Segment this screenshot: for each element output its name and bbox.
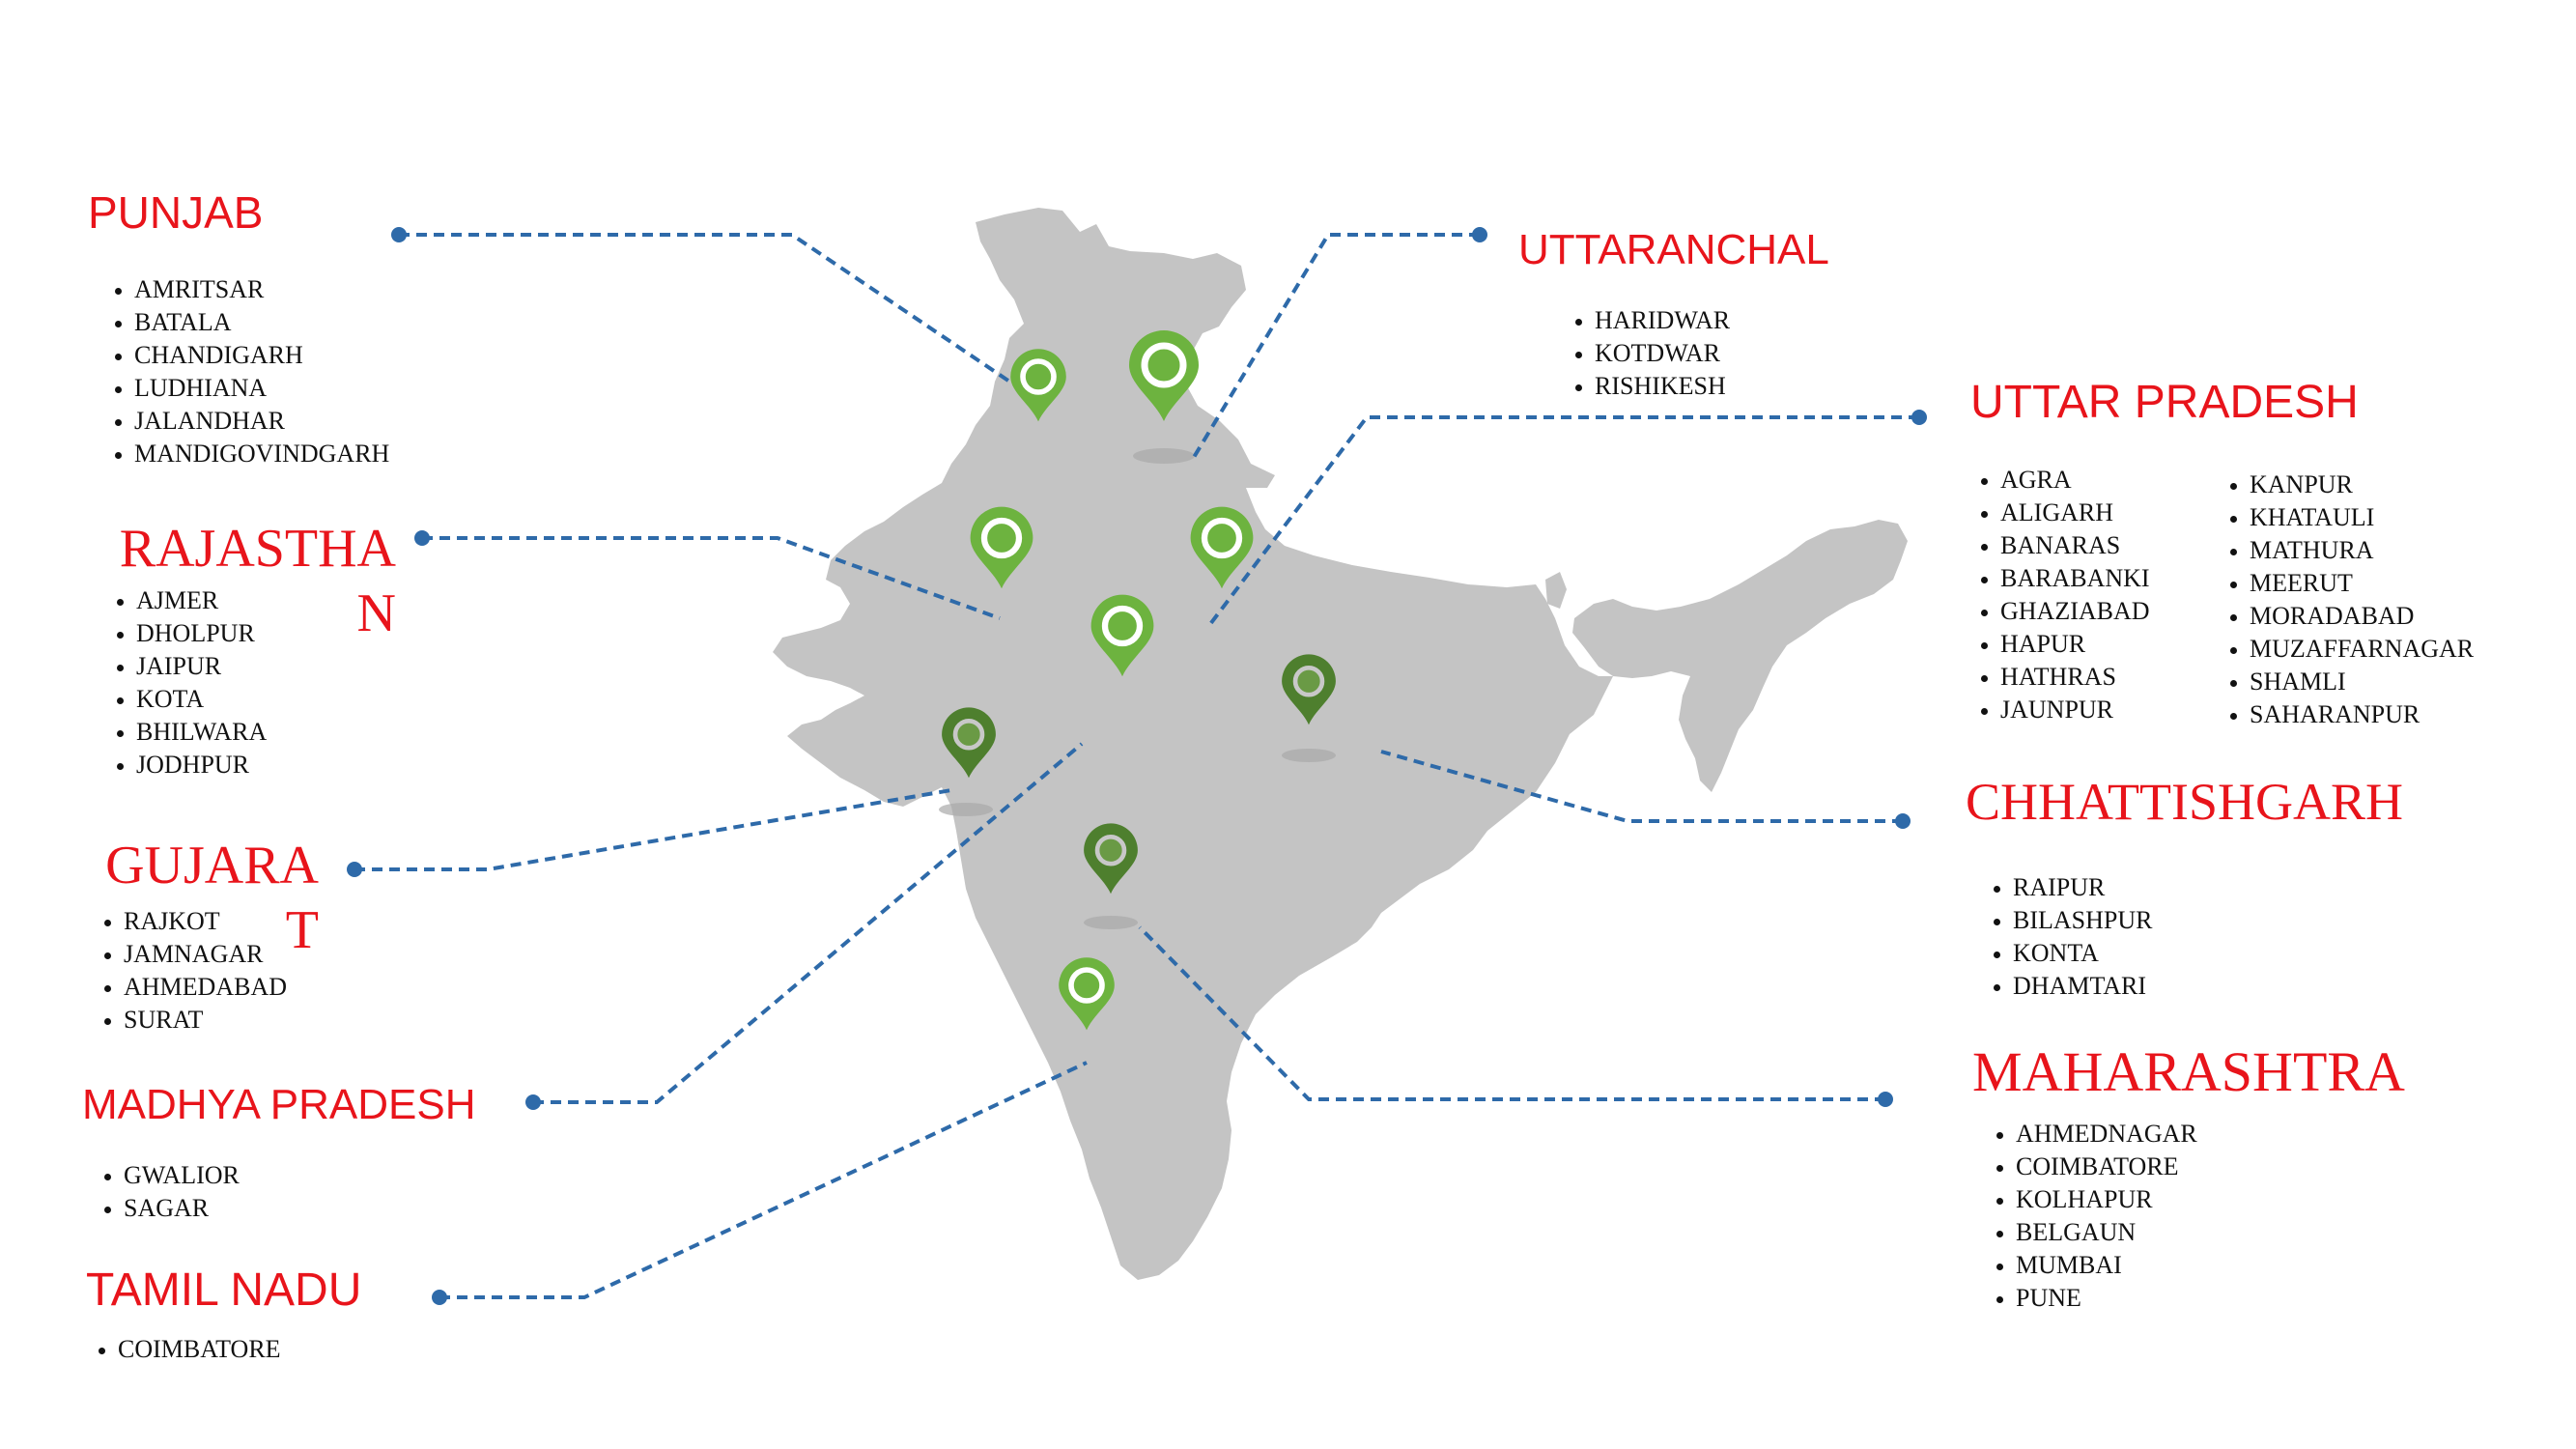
list-item: COIMBATORE	[2016, 1151, 2325, 1183]
city-list-uttar-pradesh-col2: KANPUR KHATAULI MATHURA MEERUT MORADABAD…	[2212, 469, 2530, 731]
list-item: BATALA	[134, 306, 453, 339]
state-title-chhattishgarh: CHHATTISHGARH	[1966, 773, 2404, 831]
list-item: DHAMTARI	[2013, 970, 2303, 1003]
list-item: BELGAUN	[2016, 1216, 2325, 1249]
city-list-punjab: AMRITSAR BATALA CHANDIGARH LUDHIANA JALA…	[97, 273, 453, 470]
list-item: JALANDHAR	[134, 405, 453, 438]
city-list-rajasthan: AJMER DHOLPUR JAIPUR KOTA BHILWARA JODHP…	[99, 584, 426, 781]
list-item: KOTA	[136, 683, 426, 716]
pin-shadows	[939, 448, 1336, 929]
city-list-uttaranchal: HARIDWAR KOTDWAR RISHIKESH	[1557, 304, 1884, 403]
list-item: MEERUT	[2250, 567, 2530, 600]
list-item: GHAZIABAD	[2000, 595, 2251, 628]
list-item: HAPUR	[2000, 628, 2251, 661]
list-item: SHAMLI	[2250, 666, 2530, 698]
list-item: BARABANKI	[2000, 562, 2251, 595]
list-item: RAIPUR	[2013, 871, 2303, 904]
list-item: AMRITSAR	[134, 273, 453, 306]
list-item: JODHPUR	[136, 749, 426, 781]
list-item: GWALIOR	[124, 1159, 413, 1192]
connector-madhya-pradesh	[533, 742, 1084, 1104]
list-item: ALIGARH	[2000, 497, 2251, 529]
list-item: KHATAULI	[2250, 501, 2530, 534]
list-item: MANDIGOVINDGARH	[134, 438, 453, 470]
list-item: HATHRAS	[2000, 661, 2251, 694]
city-list-madhya-pradesh: GWALIOR SAGAR	[86, 1159, 413, 1225]
connector-uttar-pradesh	[1205, 415, 1919, 630]
list-item: AHMEDABAD	[124, 971, 413, 1004]
city-list-tamil-nadu: COIMBATORE	[80, 1333, 330, 1366]
list-item: SAGAR	[124, 1192, 413, 1225]
city-list-chhattishgarh: RAIPUR BILASHPUR KONTA DHAMTARI	[1975, 871, 2303, 1003]
state-title-rajasthan: RAJASTHAN	[119, 519, 396, 644]
list-item: AJMER	[136, 584, 426, 617]
list-item: MORADABAD	[2250, 600, 2530, 633]
city-list-uttar-pradesh-col1: AGRA ALIGARH BANARAS BARABANKI GHAZIABAD…	[1963, 464, 2251, 726]
connector-chhattishgarh	[1380, 750, 1903, 823]
state-title-uttaranchal: UTTARANCHAL	[1518, 226, 1829, 273]
list-item: CHANDIGARH	[134, 339, 453, 372]
list-item: MUZAFFARNAGAR	[2250, 633, 2530, 666]
city-list-gujarat: RAJKOT JAMNAGAR AHMEDABAD SURAT	[86, 905, 413, 1037]
connector-punjab	[399, 233, 1040, 403]
list-item: RAJKOT	[124, 905, 413, 938]
list-item: DHOLPUR	[136, 617, 426, 650]
list-item: LUDHIANA	[134, 372, 453, 405]
connector-lines	[354, 233, 1919, 1299]
list-item: JAUNPUR	[2000, 694, 2251, 726]
list-item: HARIDWAR	[1595, 304, 1884, 337]
state-title-uttar-pradesh: UTTAR PRADESH	[1970, 377, 2359, 428]
connector-maharashtra	[1138, 925, 1885, 1101]
list-item: PUNE	[2016, 1282, 2325, 1315]
list-item: SAHARANPUR	[2250, 698, 2530, 731]
list-item: SURAT	[124, 1004, 413, 1037]
connector-gujarat	[354, 788, 952, 871]
connector-rajasthan	[422, 536, 1001, 620]
list-item: RISHIKESH	[1595, 370, 1884, 403]
list-item: JAIPUR	[136, 650, 426, 683]
list-item: KANPUR	[2250, 469, 2530, 501]
list-item: MATHURA	[2250, 534, 2530, 567]
list-item: KOLHAPUR	[2016, 1183, 2325, 1216]
list-item: AGRA	[2000, 464, 2251, 497]
state-title-punjab: PUNJAB	[88, 187, 264, 238]
state-title-gujarat: GUJARAT	[105, 836, 319, 961]
city-list-maharashtra: AHMEDNAGAR COIMBATORE KOLHAPUR BELGAUN M…	[1978, 1118, 2325, 1315]
list-item: KONTA	[2013, 937, 2303, 970]
state-title-maharashtra: MAHARASHTRA	[1972, 1040, 2405, 1103]
connector-dots	[347, 227, 1927, 1305]
list-item: MUMBAI	[2016, 1249, 2325, 1282]
list-item: COIMBATORE	[118, 1333, 330, 1366]
list-item: BHILWARA	[136, 716, 426, 749]
india-map	[773, 208, 1908, 1280]
list-item: KOTDWAR	[1595, 337, 1884, 370]
state-title-tamil-nadu: TAMIL NADU	[86, 1264, 362, 1316]
state-title-madhya-pradesh: MADHYA PRADESH	[82, 1081, 476, 1128]
list-item: BILASHPUR	[2013, 904, 2303, 937]
list-item: AHMEDNAGAR	[2016, 1118, 2325, 1151]
connector-tamil-nadu	[439, 1061, 1088, 1299]
list-item: JAMNAGAR	[124, 938, 413, 971]
list-item: BANARAS	[2000, 529, 2251, 562]
